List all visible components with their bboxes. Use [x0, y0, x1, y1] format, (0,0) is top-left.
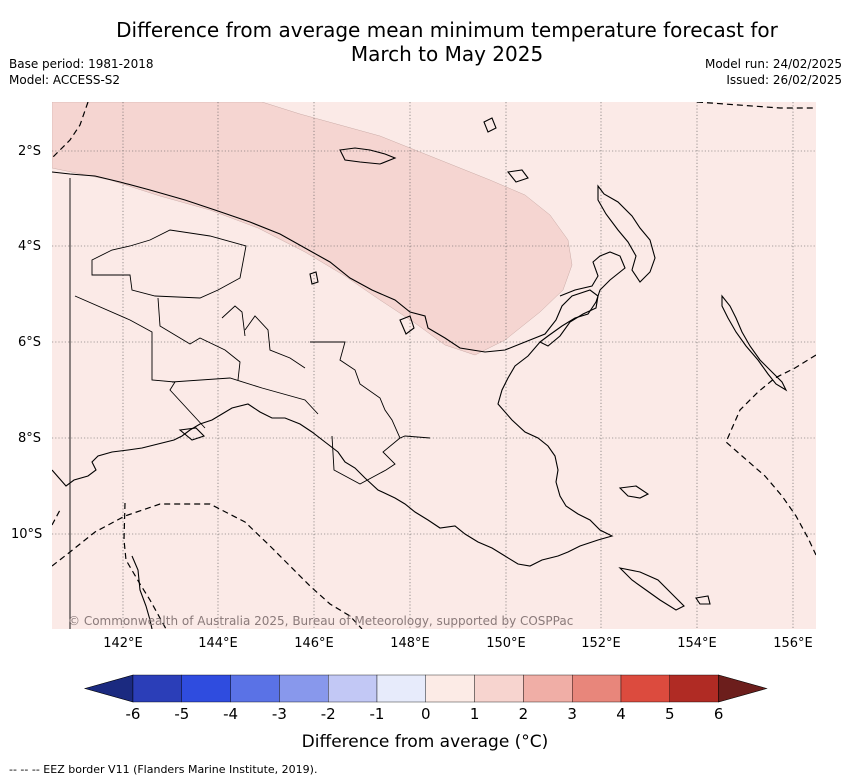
colorbar-tick: 1 [469, 705, 480, 723]
lat-label-8s: 8°S [18, 431, 42, 446]
lon-label-144e: 144°E [198, 636, 238, 651]
colorbar-label: Difference from average (°C) [301, 732, 549, 752]
colorbar-tick: -1 [369, 705, 385, 723]
lon-label-154e: 154°E [677, 636, 717, 651]
small-island-2 [399, 315, 415, 335]
title-line-1: Difference from average mean minimum tem… [116, 18, 778, 42]
colorbar-tick: 3 [567, 705, 577, 723]
small-island-3 [309, 271, 319, 285]
lat-label-10s: 10°S [11, 527, 43, 542]
colorbar-tick: 0 [421, 705, 431, 723]
small-island-6 [178, 427, 206, 441]
copyright-notice: © Commonwealth of Australia 2025, Bureau… [68, 614, 574, 628]
graticule [52, 102, 816, 629]
colorbar-tick: 4 [616, 705, 626, 723]
small-island-1 [483, 117, 497, 133]
lon-label-142e: 142°E [103, 636, 143, 651]
eez-legend-note: -- -- -- EEZ border V11 (Flanders Marine… [9, 763, 318, 776]
new-guinea-coast [52, 171, 614, 567]
map-title: Difference from average mean minimum tem… [60, 18, 834, 66]
lat-label-6s: 6°S [18, 335, 42, 350]
coastlines [52, 117, 788, 629]
colorbar-tick: -4 [223, 705, 239, 723]
new-ireland [597, 184, 656, 283]
colorbar-tick: 5 [665, 705, 675, 723]
cape-york [131, 555, 153, 629]
province-borders [69, 178, 431, 629]
meta-left: Base period: 1981-2018 Model: ACCESS-S2 [9, 56, 154, 88]
bougainville [721, 294, 788, 392]
model-run: Model run: 24/02/2025 [704, 57, 842, 71]
colorbar-tick: 6 [713, 705, 724, 723]
meta-right: Model run: 24/02/2025 Issued: 26/02/2025 [705, 56, 842, 88]
colorbar-tick: -6 [125, 705, 141, 723]
anomaly-region-warm [52, 102, 573, 356]
colorbar-tick: 2 [518, 705, 529, 723]
lat-label-4s: 4°S [18, 239, 42, 254]
dentrecasteaux [618, 485, 650, 499]
eez-borders [52, 102, 816, 629]
lon-label-148e: 148°E [390, 636, 430, 651]
lon-label-152e: 152°E [581, 636, 621, 651]
issued-date: Issued: 26/02/2025 [726, 73, 842, 87]
new-britain [539, 251, 626, 343]
manus-island [339, 147, 397, 165]
lon-label-146e: 146°E [294, 636, 334, 651]
model-name: Model: ACCESS-S2 [9, 73, 121, 87]
small-island-4 [506, 169, 529, 183]
colorbar-tick: -2 [320, 705, 336, 723]
small-island-5 [695, 595, 711, 605]
title-line-2: March to May 2025 [350, 42, 544, 66]
lon-label-156e: 156°E [773, 636, 813, 651]
base-period: Base period: 1981-2018 [9, 57, 154, 71]
lon-label-150e: 150°E [486, 636, 526, 651]
colorbar-tick: -5 [174, 705, 190, 723]
colorbar-tick: -3 [271, 705, 287, 723]
lat-label-2s: 2°S [18, 144, 42, 159]
louisiade-islands [618, 567, 685, 611]
